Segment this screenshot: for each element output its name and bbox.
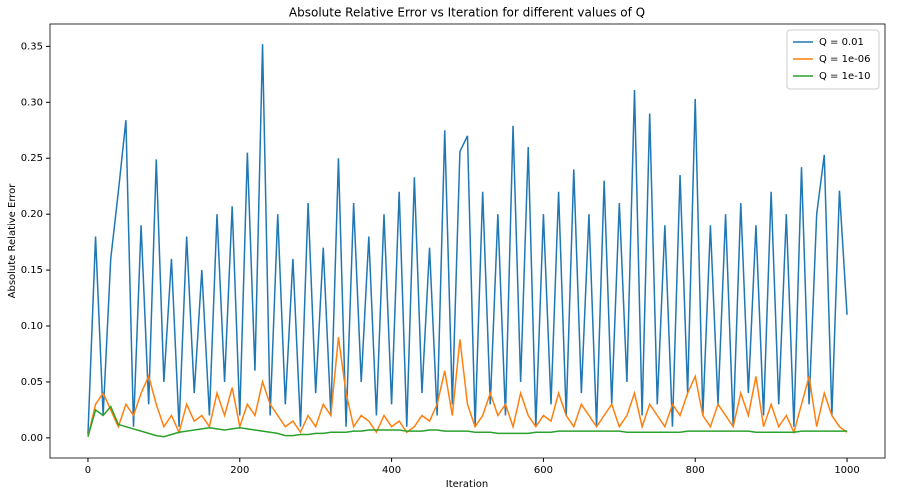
series-line xyxy=(87,405,848,438)
y-tick-label: 0.15 xyxy=(21,265,43,276)
y-axis-label: Absolute Relative Error xyxy=(7,183,18,299)
series-line xyxy=(87,44,848,435)
y-tick-label: 0.05 xyxy=(21,377,43,388)
series-line xyxy=(87,337,848,437)
legend-box xyxy=(786,29,880,90)
legend-label: Q = 0.01 xyxy=(819,37,864,48)
x-axis-label: Iteration xyxy=(446,479,488,490)
plot-frame xyxy=(49,23,886,459)
legend-label: Q = 1e-06 xyxy=(819,54,870,65)
y-tick-label: 0.00 xyxy=(21,433,43,444)
y-tick-label: 0.25 xyxy=(21,153,43,164)
x-tick-label: 0 xyxy=(85,465,91,476)
legend-label: Q = 1e-10 xyxy=(819,71,870,82)
x-tick-label: 600 xyxy=(534,465,553,476)
chart-title: Absolute Relative Error vs Iteration for… xyxy=(289,6,645,20)
y-tick-label: 0.10 xyxy=(21,321,43,332)
x-tick-label: 800 xyxy=(686,465,705,476)
y-tick-label: 0.20 xyxy=(21,209,43,220)
x-tick-label: 400 xyxy=(382,465,401,476)
x-tick-label: 1000 xyxy=(834,465,859,476)
x-tick-label: 200 xyxy=(230,465,249,476)
y-tick-label: 0.35 xyxy=(21,41,43,52)
y-tick-label: 0.30 xyxy=(21,97,43,108)
